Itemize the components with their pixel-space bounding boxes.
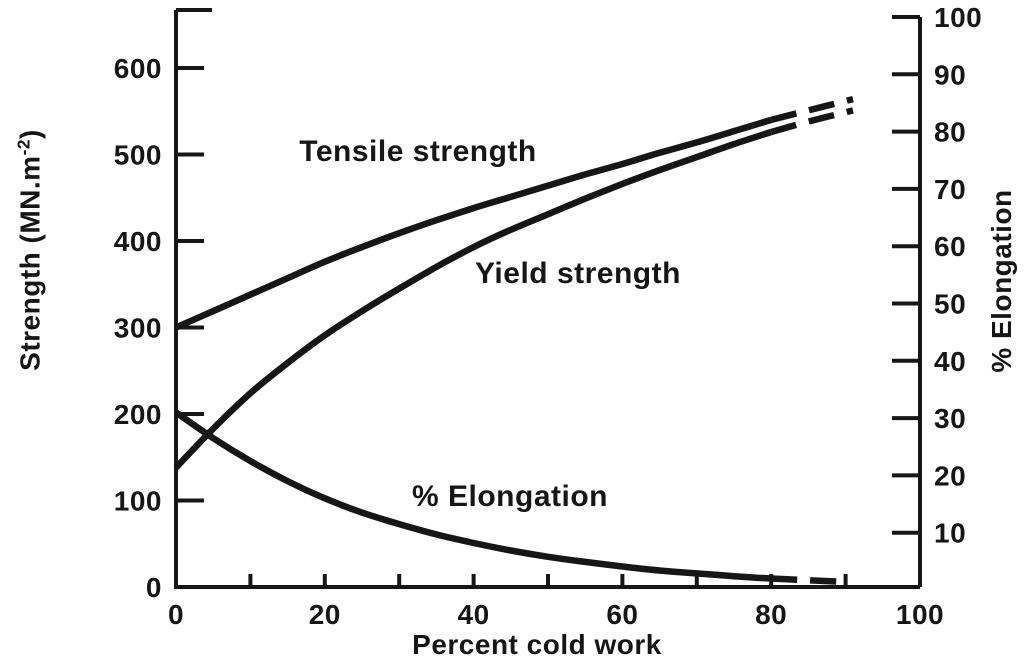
right-axis-tick-label: 40 xyxy=(934,346,966,377)
left-axis-tick-label: 0 xyxy=(146,572,162,603)
left-axis-tick-label: 200 xyxy=(114,399,162,430)
tensile-strength-curve xyxy=(174,116,773,331)
x-axis-tick-label: 0 xyxy=(168,599,184,630)
x-axis-tick-label: 60 xyxy=(606,599,638,630)
right-axis-tick-label: 20 xyxy=(934,460,966,491)
left-axis-title-text: Strength (MN.m xyxy=(14,155,46,371)
right-axis-tick-label: 70 xyxy=(934,174,966,205)
x-axis-title: Percent cold work xyxy=(412,629,662,660)
yield-strength-curve xyxy=(173,128,773,470)
tensile-strength-curve-dashed-extension xyxy=(770,95,854,124)
left-axis-tick-label: 300 xyxy=(114,313,162,344)
tensile-strength-curve-label: Tensile strength xyxy=(299,135,537,168)
yield-strength-curve-dashed-extension xyxy=(770,107,854,136)
left-axis-tick-label: 100 xyxy=(114,486,162,517)
elongation-curve xyxy=(174,409,772,582)
x-axis-tick-label: 100 xyxy=(896,599,944,630)
elongation-curve-dashed-extension xyxy=(771,575,846,586)
yield-strength-curve-label: Yield strength xyxy=(475,257,681,290)
right-axis-tick-label: 30 xyxy=(934,403,966,434)
axis-tick-labels: 0 100 200 300 400 500 600 0 20 40 60 80 100 10 20 30 40 5… xyxy=(114,2,982,630)
data-curves xyxy=(173,95,854,586)
left-axis-title-close: ) xyxy=(14,129,46,139)
left-axis-tick-label: 600 xyxy=(114,53,162,84)
right-axis-tick-label: 100 xyxy=(934,2,982,33)
right-axis-tick-label: 50 xyxy=(934,289,966,320)
right-axis-title: % Elongation xyxy=(986,189,1017,373)
x-axis-tick-label: 40 xyxy=(458,599,490,630)
right-axis-tick-label: 10 xyxy=(934,518,966,549)
left-axis-title-superscript: -2 xyxy=(13,138,34,156)
elongation-curve-label: % Elongation xyxy=(412,480,608,513)
right-axis-tick-label: 90 xyxy=(934,59,966,90)
right-axis-tick-label: 60 xyxy=(934,231,966,262)
x-axis-tick-label: 20 xyxy=(309,599,341,630)
left-axis-title: Strength (MN.m-2) xyxy=(13,129,46,371)
x-axis-tick-label: 80 xyxy=(755,599,787,630)
right-axis-tick-label: 80 xyxy=(934,117,966,148)
left-axis-tick-label: 400 xyxy=(114,226,162,257)
left-axis-tick-label: 500 xyxy=(114,140,162,171)
